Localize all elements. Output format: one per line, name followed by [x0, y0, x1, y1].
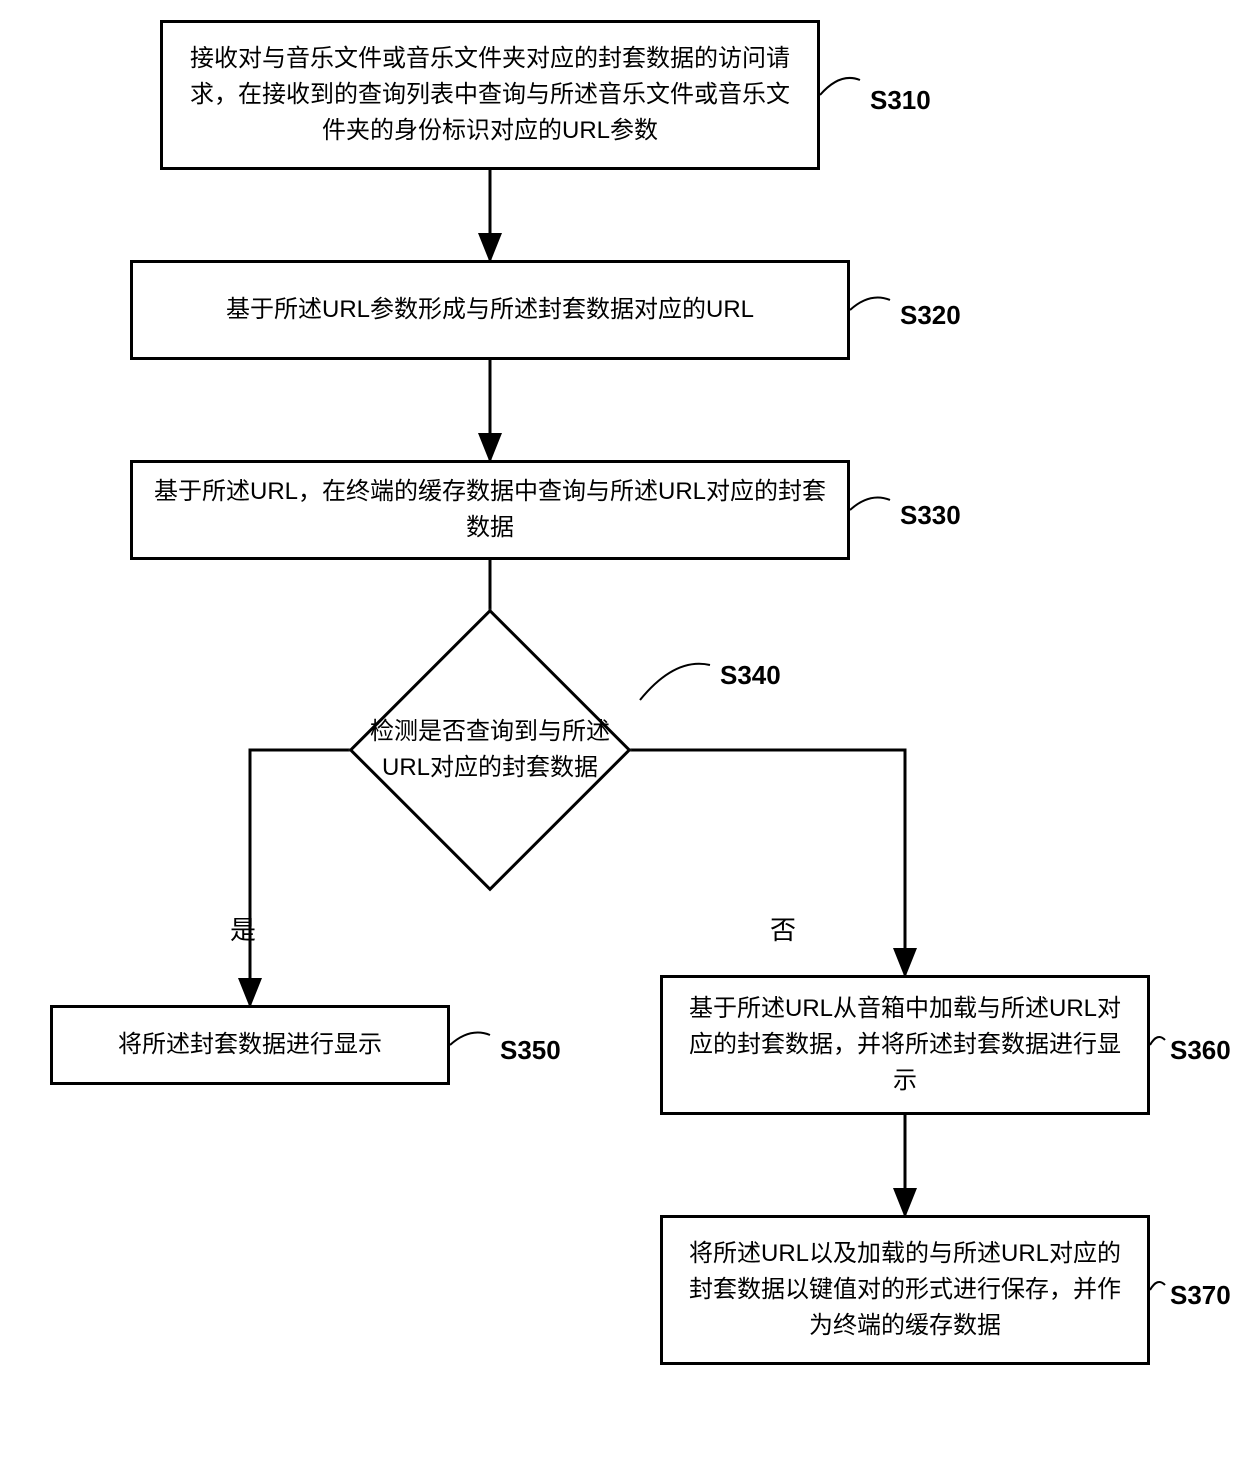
flowchart-node-s320: 基于所述URL参数形成与所述封套数据对应的URL	[130, 260, 850, 360]
flowchart-node-s370: 将所述URL以及加载的与所述URL对应的封套数据以键值对的形式进行保存，并作为终…	[660, 1215, 1150, 1365]
step-label-s310: S310	[870, 85, 931, 116]
flowchart-node-s360: 基于所述URL从音箱中加载与所述URL对应的封套数据，并将所述封套数据进行显示	[660, 975, 1150, 1115]
node-text: 将所述封套数据进行显示	[118, 1027, 382, 1063]
node-text: 基于所述URL参数形成与所述封套数据对应的URL	[226, 292, 754, 328]
leader-line-s320	[850, 298, 890, 310]
step-label-s360: S360	[1170, 1035, 1231, 1066]
branch-label: 是	[230, 910, 256, 947]
node-text: 检测是否查询到与所述URL对应的封套数据	[350, 650, 630, 850]
node-text: 接收对与音乐文件或音乐文件夹对应的封套数据的访问请求，在接收到的查询列表中查询与…	[181, 41, 799, 149]
leader-line-s310	[820, 78, 860, 95]
leader-line-s330	[850, 498, 890, 510]
flowchart-node-s340: 检测是否查询到与所述URL对应的封套数据	[390, 650, 590, 850]
leader-line-s340	[640, 664, 710, 700]
step-label-s350: S350	[500, 1035, 561, 1066]
flowchart-node-s330: 基于所述URL，在终端的缓存数据中查询与所述URL对应的封套数据	[130, 460, 850, 560]
leader-line-s360	[1150, 1037, 1165, 1045]
branch-label: 否	[770, 910, 796, 947]
flowchart-node-s350: 将所述封套数据进行显示	[50, 1005, 450, 1085]
step-label-s340: S340	[720, 660, 781, 691]
leader-line-s350	[450, 1033, 490, 1045]
flowchart-node-s310: 接收对与音乐文件或音乐文件夹对应的封套数据的访问请求，在接收到的查询列表中查询与…	[160, 20, 820, 170]
step-label-s320: S320	[900, 300, 961, 331]
node-text: 将所述URL以及加载的与所述URL对应的封套数据以键值对的形式进行保存，并作为终…	[681, 1236, 1129, 1344]
step-label-s370: S370	[1170, 1280, 1231, 1311]
step-label-s330: S330	[900, 500, 961, 531]
edge-s340-s360	[595, 750, 905, 975]
leader-line-s370	[1150, 1282, 1165, 1290]
node-text: 基于所述URL，在终端的缓存数据中查询与所述URL对应的封套数据	[151, 474, 829, 546]
node-text: 基于所述URL从音箱中加载与所述URL对应的封套数据，并将所述封套数据进行显示	[681, 991, 1129, 1099]
